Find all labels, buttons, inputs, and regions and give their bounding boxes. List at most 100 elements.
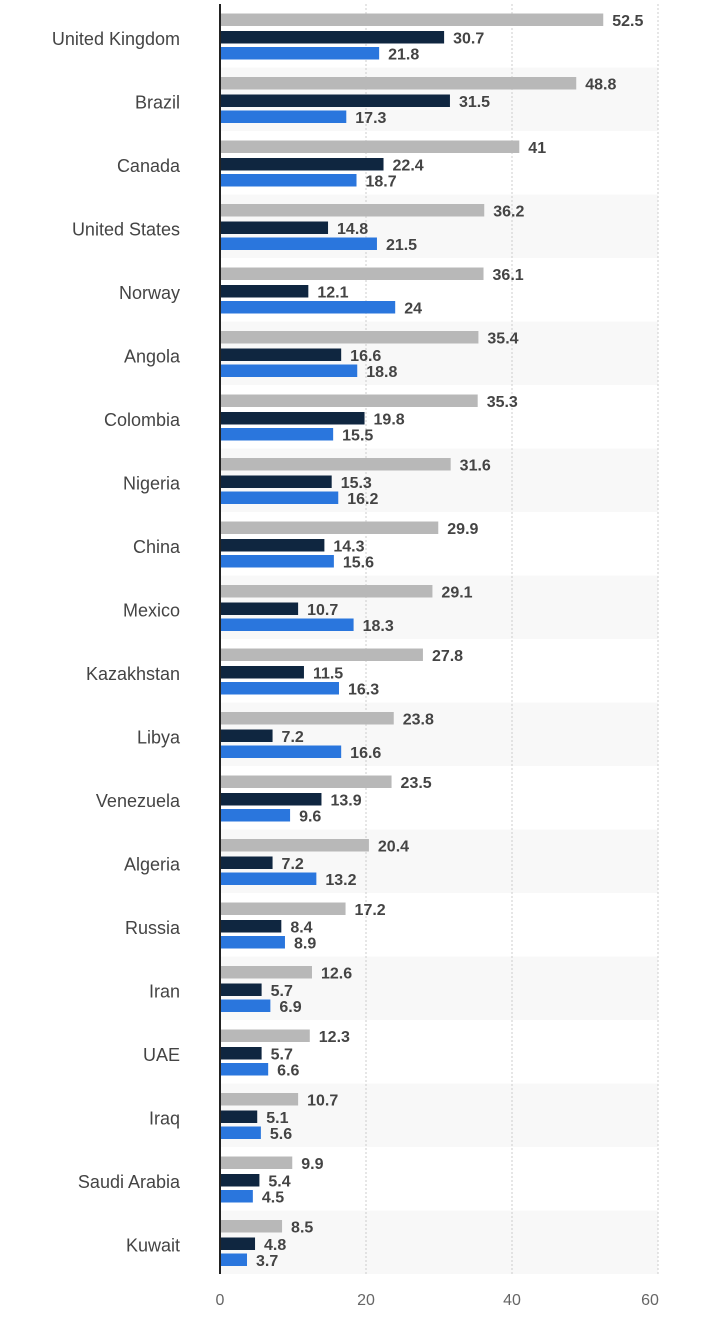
x-tick-label: 40 (503, 1292, 521, 1309)
category-label: Nigeria (123, 474, 181, 494)
bar (220, 174, 357, 187)
bar (220, 966, 312, 979)
category-label: Russia (125, 918, 181, 938)
bar (220, 1110, 258, 1123)
value-label: 18.8 (366, 364, 397, 381)
value-label: 3.7 (256, 1253, 278, 1270)
value-label: 11.5 (313, 665, 343, 682)
value-label: 18.7 (366, 173, 397, 190)
value-label: 15.6 (343, 554, 374, 571)
category-label: Saudi Arabia (78, 1172, 181, 1192)
bar (220, 221, 329, 234)
bar (220, 110, 347, 123)
value-label: 29.1 (441, 584, 472, 601)
value-label: 13.2 (325, 872, 356, 889)
bar (220, 1126, 261, 1139)
value-label: 31.5 (459, 94, 490, 111)
bar (220, 856, 273, 869)
bar (220, 1253, 248, 1266)
category-label: Angola (124, 347, 181, 367)
value-label: 5.7 (271, 983, 293, 1000)
value-label: 6.6 (277, 1062, 299, 1079)
bar (220, 1063, 269, 1076)
bar (220, 618, 354, 631)
bar (220, 140, 520, 153)
bar (220, 348, 342, 361)
value-label: 41 (528, 140, 546, 157)
bar (220, 458, 451, 471)
category-label: United Kingdom (52, 29, 180, 49)
value-label: 12.6 (321, 965, 352, 982)
category-label: Algeria (124, 855, 181, 875)
category-label: Brazil (135, 93, 180, 113)
bar (220, 839, 369, 852)
value-label: 30.7 (453, 30, 484, 47)
category-label: Canada (117, 156, 181, 176)
bar (220, 31, 445, 44)
bar (220, 1093, 299, 1106)
value-label: 48.8 (585, 76, 616, 93)
category-label: Kuwait (126, 1236, 180, 1256)
value-label: 21.8 (388, 46, 419, 63)
bar (220, 1220, 283, 1233)
bar (220, 364, 358, 377)
value-label: 10.7 (307, 1092, 338, 1109)
bar (220, 602, 299, 615)
category-label: China (133, 537, 181, 557)
bar (220, 936, 285, 949)
value-label: 16.6 (350, 348, 381, 365)
bar (220, 999, 271, 1012)
bar (220, 47, 380, 60)
bar (220, 267, 484, 280)
x-tick-label: 0 (216, 1292, 225, 1309)
bar (220, 301, 396, 314)
bar (220, 1174, 260, 1187)
value-label: 29.9 (447, 521, 478, 538)
category-label: Norway (119, 283, 180, 303)
bar (220, 158, 384, 171)
x-axis-ticks: 0 20 40 60 (216, 1292, 659, 1309)
bar (220, 1029, 310, 1042)
bar (220, 94, 450, 107)
value-label: 15.3 (341, 475, 372, 492)
category-label: United States (72, 220, 180, 240)
category-label: Iran (149, 982, 180, 1002)
bar (220, 745, 342, 758)
value-label: 4.5 (262, 1189, 284, 1206)
value-label: 16.6 (350, 745, 381, 762)
bar (220, 793, 322, 806)
value-label: 12.1 (317, 284, 348, 301)
value-label: 8.5 (291, 1219, 313, 1236)
value-label: 12.3 (319, 1029, 350, 1046)
bar (220, 648, 423, 661)
category-labels: United Kingdom Brazil Canada United States N… (52, 29, 181, 1256)
value-label: 6.9 (279, 999, 301, 1016)
value-label: 5.4 (268, 1173, 290, 1190)
value-label: 31.6 (460, 457, 491, 474)
bar (220, 285, 309, 298)
bar (220, 475, 332, 488)
bar (220, 412, 365, 425)
bar (220, 1237, 256, 1250)
value-label: 35.3 (487, 394, 518, 411)
bar (220, 1047, 262, 1060)
value-label: 23.8 (403, 711, 434, 728)
value-label: 20.4 (378, 838, 409, 855)
value-label: 9.6 (299, 808, 321, 825)
value-label: 8.9 (294, 935, 316, 952)
bar (220, 809, 291, 822)
value-label: 27.8 (432, 648, 463, 665)
value-label: 52.5 (612, 13, 643, 30)
bar (220, 13, 604, 26)
value-label: 9.9 (301, 1156, 323, 1173)
bar (220, 394, 478, 407)
value-label: 21.5 (386, 237, 417, 254)
category-label: Kazakhstan (86, 664, 180, 684)
category-label: Venezuela (96, 791, 181, 811)
value-labels: 52.5 30.7 21.8 48.8 31.5 17.3 41 22.418.7 36.2 14… (256, 13, 643, 1270)
value-label: 19.8 (374, 411, 405, 428)
x-tick-label: 20 (357, 1292, 375, 1309)
category-label: UAE (143, 1045, 180, 1065)
bar (220, 682, 339, 695)
